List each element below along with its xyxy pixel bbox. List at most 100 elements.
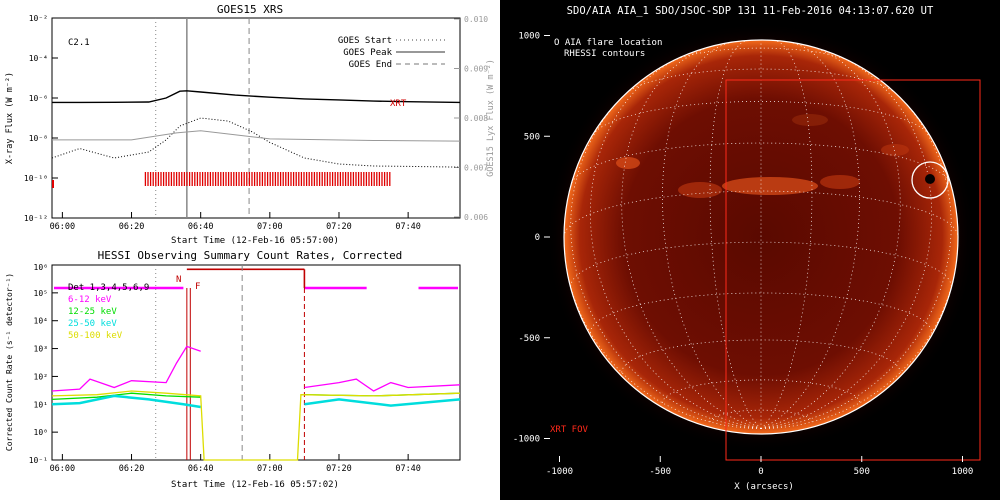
hessi-count-rate-chart: HESSI Observing Summary Count Rates, Cor… [5, 250, 461, 490]
flare-dark-spot [925, 174, 935, 184]
legend-goes-peak: GOES Peak [343, 48, 392, 58]
goes-x-tick-label: 06:00 [50, 222, 76, 232]
hessi-y-tick-label: 10⁰ [34, 428, 48, 437]
goes-xrs-chart: GOES15 XRS 10⁻² 10⁻⁴ 10⁻⁶ 10⁻⁸ 10⁻¹⁰ 10⁻¹² 0.… [5, 3, 496, 246]
hessi-legend: Det 1,3,4,5,6,9 6-12 keV 12-25 keV 25-50… [68, 283, 149, 341]
longitude-line [760, 55, 932, 429]
aia-axis-ticks: -1000 -1000 -500 -500 0 0 500 500 1000 1000 [513, 32, 973, 478]
goes-y-ticks-left: 10⁻² 10⁻⁴ 10⁻⁶ 10⁻⁸ 10⁻¹⁰ 10⁻¹² [24, 14, 58, 223]
hessi-x-tick-label: 07:20 [326, 464, 352, 474]
goes-short-channel-line [51, 117, 461, 168]
goes-series [51, 90, 461, 168]
hessi-y-tick-label: 10⁵ [34, 289, 48, 298]
goes-right-tick-label: 0.010 [464, 15, 488, 24]
aia-x-tick-label: 500 [854, 467, 870, 477]
goes-right-tick-label: 0.007 [464, 164, 488, 173]
aia-title: SDO/AIA AIA_1 SDO/JSOC-SDP 131 11-Feb-20… [567, 5, 934, 17]
flare-class-label: C2.1 [68, 38, 90, 48]
hessi-25-50-kev-line [304, 398, 461, 407]
hessi-series [51, 345, 461, 461]
hessi-y-tick-label: 10⁻¹ [29, 456, 48, 465]
goes-lyx-line [52, 130, 461, 142]
longitude-line [760, 92, 952, 429]
goes-long-channel-line [52, 90, 461, 104]
goes-xlabel: Start Time (12-Feb-16 05:57:00) [171, 236, 339, 246]
legend-25-50-kev: 25-50 keV [68, 319, 117, 329]
hessi-y-ticks: 10⁶ 10⁵ 10⁴ 10³ 10² 10¹ 10⁰ 10⁻¹ [29, 263, 58, 465]
longitude-line [709, 40, 762, 429]
goes-ylabel-left: X-ray Flux (W m⁻²) [5, 72, 15, 164]
legend-50-100-kev: 50-100 keV [68, 331, 123, 341]
goes-x-tick-label: 06:40 [188, 222, 214, 232]
aia-legend-rhessi: RHESSI contours [564, 49, 645, 59]
hessi-y-tick-label: 10⁴ [34, 317, 48, 326]
aia-y-tick-label: -500 [518, 334, 540, 344]
active-regions [616, 114, 909, 198]
goes-y-tick-label: 10⁻² [29, 14, 48, 23]
hessi-y-tick-label: 10³ [34, 345, 48, 354]
goes-y-tick-label: 10⁻¹² [24, 214, 48, 223]
solar-disk [564, 40, 958, 434]
latitude-line [564, 190, 958, 238]
longitude-line [662, 42, 762, 429]
hessi-12-25-kev-line [51, 392, 201, 401]
hessi-x-tick-label: 07:40 [395, 464, 421, 474]
goes-event-lines [155, 18, 250, 218]
aia-y-tick-label: 1000 [518, 32, 540, 42]
aia-legend-flare: O AIA flare location [554, 38, 662, 48]
flare-marker: F [195, 282, 200, 292]
night-marker: N [176, 275, 181, 285]
goes-x-tick-label: 07:20 [326, 222, 352, 232]
xrt-fov-label: XRT FOV [550, 425, 589, 435]
hessi-y-tick-label: 10⁶ [34, 263, 48, 272]
goes-x-ticks: 06:00 06:20 06:40 07:00 07:20 07:40 [50, 212, 421, 232]
hessi-6-12-kev-line [51, 345, 201, 392]
aia-x-tick-label: 1000 [952, 467, 974, 477]
hessi-event-lines [155, 265, 305, 460]
goes-ylabel-right: GOES15 Lyx Flux (W m⁻²) [486, 59, 496, 177]
hessi-state-bars [54, 268, 458, 290]
goes-y-ticks-right: 0.010 0.009 0.008 0.007 0.006 [454, 15, 488, 222]
legend-detectors: Det 1,3,4,5,6,9 [68, 283, 149, 293]
goes-y-tick-label: 10⁻⁸ [29, 134, 48, 143]
xrt-label: XRT [390, 99, 407, 109]
legend-goes-end: GOES End [349, 60, 392, 70]
legend-6-12-kev: 6-12 keV [68, 295, 112, 305]
hessi-50-100-kev-line [51, 390, 461, 461]
longitude-line [760, 42, 860, 429]
hessi-x-ticks: 06:00 06:20 06:40 07:00 07:20 07:40 [50, 454, 421, 474]
goes-right-tick-label: 0.006 [464, 213, 488, 222]
heliographic-grid [564, 40, 958, 429]
aia-x-tick-label: -1000 [546, 467, 573, 477]
goes-legend: GOES Start GOES Peak GOES End [338, 36, 445, 70]
goes-x-tick-label: 06:20 [119, 222, 145, 232]
goes-x-tick-label: 07:00 [257, 222, 283, 232]
goes-right-tick-label: 0.009 [464, 65, 488, 74]
limb-circle [563, 39, 959, 435]
legend-12-25-kev: 12-25 keV [68, 307, 117, 317]
legend-goes-start: GOES Start [338, 36, 392, 46]
hessi-y-tick-label: 10¹ [34, 400, 48, 409]
goes-xrs-panel: GOES15 XRS 10⁻² 10⁻⁴ 10⁻⁶ 10⁻⁸ 10⁻¹⁰ 10⁻¹² 0.… [0, 0, 500, 250]
goes-title: GOES15 XRS [217, 3, 283, 16]
hessi-panel: HESSI Observing Summary Count Rates, Cor… [0, 250, 500, 500]
hessi-x-tick-label: 06:40 [188, 464, 214, 474]
aia-xlabel: X (arcsecs) [734, 482, 794, 492]
goes-y-tick-label: 10⁻⁴ [29, 54, 48, 63]
aia-x-tick-label: -500 [649, 467, 671, 477]
hessi-plot-frame [51, 264, 461, 461]
hessi-x-tick-label: 07:00 [257, 464, 283, 474]
goes-y-tick-label: 10⁻⁶ [29, 94, 48, 103]
aia-image-panel: SDO/AIA AIA_1 SDO/JSOC-SDP 131 11-Feb-20… [500, 0, 1000, 500]
xrt-observation-bar [52, 172, 391, 188]
aia-solar-image: SDO/AIA AIA_1 SDO/JSOC-SDP 131 11-Feb-20… [513, 5, 984, 492]
goes-y-tick-label: 10⁻¹⁰ [24, 174, 48, 183]
goes-plot-frame [51, 17, 461, 219]
aia-y-tick-label: -1000 [513, 435, 540, 445]
longitude-line [590, 55, 762, 429]
aia-y-tick-label: 500 [524, 132, 540, 142]
hessi-xlabel: Start Time (12-Feb-16 05:57:02) [171, 480, 339, 490]
flare-location-circle [911, 161, 949, 199]
hessi-25-50-kev-line [51, 394, 201, 409]
xrt-fov-box [725, 79, 981, 461]
